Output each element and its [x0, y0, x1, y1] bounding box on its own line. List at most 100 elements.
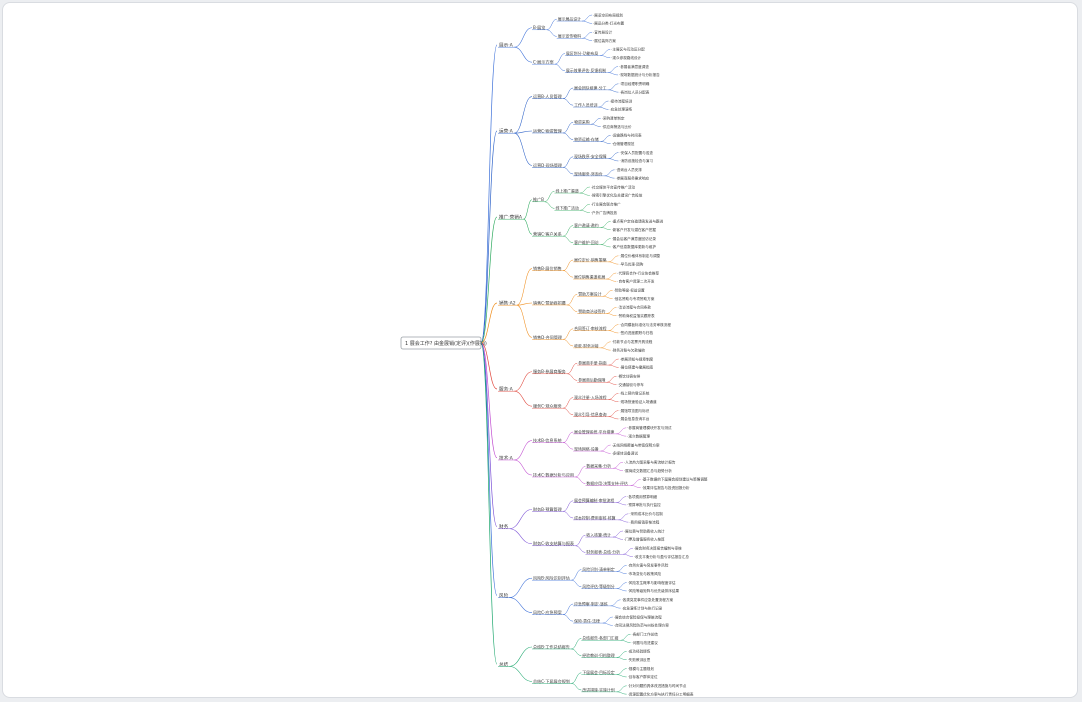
- leaf-label[interactable]: ·展会综合保险投保与理赔流程: [614, 614, 662, 619]
- subtopic-label[interactable]: 数据采集·分析: [586, 464, 611, 469]
- root-node[interactable]: 1 展会工作? 由金展销(定评)(作展销): [400, 336, 487, 350]
- subtopic-label[interactable]: 客户维护·回访: [574, 240, 599, 245]
- leaf-label[interactable]: ·合同模板标准化与法务审核流程: [619, 322, 671, 327]
- subtopic-label[interactable]: 展会管理系统·平台搭建: [574, 429, 614, 434]
- topic-label[interactable]: 服务C·观众服务: [533, 403, 562, 409]
- subtopic-label[interactable]: 展位销售渠道拓展: [574, 275, 605, 280]
- subtopic-label[interactable]: 赞助商洽谈签约: [578, 309, 605, 314]
- leaf-label[interactable]: ·线上预约登记系统: [619, 391, 649, 396]
- subtopic-label[interactable]: 保险·责任·法律: [574, 619, 600, 624]
- topic-label[interactable]: 推广B: [533, 196, 544, 202]
- leaf-label[interactable]: ·展位价格体系制定与调整: [619, 253, 660, 258]
- leaf-label[interactable]: ·重点客户定向邀请函发送与跟进: [612, 219, 664, 224]
- subtopic-label[interactable]: 数据应用·决策支持·评估: [586, 481, 627, 486]
- subtopic-label[interactable]: 财务报表·总结·分析: [586, 550, 620, 555]
- leaf-label[interactable]: ·自有客户资源二次开发: [617, 279, 654, 284]
- branch-7-label[interactable]: 财务: [499, 523, 509, 530]
- leaf-label[interactable]: ·参展须知与规章制度: [620, 356, 654, 361]
- leaf-label[interactable]: ·问题与改进建议: [632, 640, 659, 645]
- leaf-label[interactable]: ·项目经理职责明确: [619, 81, 649, 86]
- leaf-label[interactable]: ·规模与主题规划: [628, 666, 655, 671]
- leaf-label[interactable]: ·仓储管理规范: [612, 141, 635, 146]
- leaf-label[interactable]: ·应急演练计划与执行记录: [622, 605, 663, 610]
- subtopic-label[interactable]: 展会团队组建·分工: [574, 85, 606, 90]
- topic-label[interactable]: 技术B·信息系统: [533, 437, 562, 443]
- subtopic-label[interactable]: 经验教训·归档整理: [582, 653, 614, 658]
- leaf-label[interactable]: ·风险发生概率与影响程度评估: [628, 580, 676, 585]
- branch-9-label[interactable]: 总结: [499, 661, 509, 668]
- subtopic-label[interactable]: 展位定价·销售策略: [574, 257, 606, 262]
- branch-4-label[interactable]: 销售·A2: [499, 300, 516, 307]
- topic-label[interactable]: 销售B·展位销售: [533, 265, 562, 271]
- leaf-label[interactable]: ·签约进度跟踪与归档: [619, 330, 653, 335]
- subtopic-label[interactable]: 物资采购: [574, 120, 590, 125]
- subtopic-label[interactable]: 现场网络·设备: [574, 447, 599, 452]
- leaf-label[interactable]: ·搜索引擎优化及关键词广告投放: [591, 193, 643, 198]
- leaf-label[interactable]: ·采购成本比价与控制: [629, 511, 663, 516]
- topic-label[interactable]: 销售D·合同管理: [533, 334, 562, 340]
- leaf-label[interactable]: ·安保人员配置与巡查: [619, 150, 653, 155]
- leaf-label[interactable]: ·代理商合作·行业协会推荐: [617, 270, 659, 275]
- leaf-label[interactable]: ·展会后客户满意度回访记录: [612, 236, 657, 241]
- branch-8-label[interactable]: 风险: [499, 592, 509, 599]
- leaf-label[interactable]: ·成功经验提炼: [628, 649, 651, 654]
- leaf-label[interactable]: ·各部门工作总结: [632, 631, 659, 636]
- leaf-label[interactable]: ·费用报销审核流程: [629, 519, 659, 524]
- subtopic-label[interactable]: 风险识别·清单制定: [582, 567, 614, 572]
- subtopic-label[interactable]: 赞助方案设计: [578, 292, 601, 297]
- topic-label[interactable]: 营销C·客户关系: [533, 231, 562, 237]
- subtopic-label[interactable]: 成本控制·费用审核·核算: [574, 515, 615, 520]
- leaf-label[interactable]: ·参展商管理模块开发与测试: [627, 425, 672, 430]
- subtopic-label[interactable]: 展示宣传物料: [558, 34, 581, 39]
- subtopic-label[interactable]: 参展商后勤保障: [578, 378, 605, 383]
- leaf-label[interactable]: ·赞助等级·权益设置: [614, 287, 645, 292]
- leaf-label[interactable]: ·行业展会联合推广: [591, 201, 621, 206]
- leaf-label[interactable]: ·门票及增值服务收入核算: [624, 537, 665, 542]
- subtopic-label[interactable]: 展会预算编制·审批流程: [574, 498, 614, 503]
- subtopic-label[interactable]: 观众引导·信息查询: [574, 412, 606, 417]
- branch-5-label[interactable]: 服务·A: [499, 386, 514, 393]
- subtopic-label[interactable]: 风险评估·等级划分: [582, 584, 614, 589]
- leaf-label[interactable]: ·收支平衡分析与盈亏评估报告汇总: [634, 554, 689, 559]
- topic-label[interactable]: 运营C·物资管理: [533, 127, 562, 133]
- subtopic-label[interactable]: 观众注册·入场流程: [574, 395, 606, 400]
- subtopic-label[interactable]: 现场秩序·安全保障: [574, 154, 606, 159]
- leaf-label[interactable]: ·消防设施检查与演习: [619, 158, 653, 163]
- subtopic-label[interactable]: 线上推广渠道: [555, 189, 578, 194]
- topic-label[interactable]: 风险C·应急预案: [533, 609, 562, 615]
- leaf-label[interactable]: ·早鸟优惠·团购: [619, 261, 643, 266]
- subtopic-label[interactable]: 客户邀请·邀约: [574, 223, 599, 228]
- topic-label[interactable]: 总结B·工作总结报告: [533, 643, 570, 649]
- topic-label[interactable]: 总结C·下届展会规划: [533, 678, 570, 684]
- subtopic-label[interactable]: 线下推广活动: [555, 206, 578, 211]
- leaf-label[interactable]: ·赞助商权益落实跟踪表: [618, 313, 655, 318]
- subtopic-label[interactable]: 参展商手册·指南: [578, 361, 607, 366]
- leaf-label[interactable]: ·参展者满意度调查: [619, 64, 649, 69]
- leaf-label[interactable]: ·交通接驳与停车: [618, 382, 645, 387]
- subtopic-label[interactable]: 总结报告·各部门汇报: [582, 636, 618, 641]
- leaf-label[interactable]: ·针对问题的具体改进措施与时间节点: [628, 683, 687, 688]
- topic-label[interactable]: 运营D·现场管理: [533, 162, 562, 168]
- subtopic-label[interactable]: 物资运输·存储: [574, 137, 599, 142]
- leaf-label[interactable]: ·财务对账与欠款催收: [612, 347, 646, 352]
- leaf-label[interactable]: ·展会财务决算报告编制与审核: [634, 545, 682, 550]
- leaf-label[interactable]: ·自然灾害与突发事件风险: [628, 563, 669, 568]
- branch-1-label[interactable]: 展示·A: [499, 43, 514, 49]
- leaf-label[interactable]: ·宣传册设计: [593, 29, 613, 34]
- leaf-label[interactable]: ·采购清单制定: [602, 115, 625, 120]
- subtopic-label[interactable]: 收入核算·统计: [586, 533, 611, 538]
- leaf-label[interactable]: ·市场变化与政策风险: [628, 571, 662, 576]
- leaf-label[interactable]: ·新客户开发与潜在客户挖掘: [612, 227, 657, 232]
- leaf-label[interactable]: ·展品分类·灯光布置: [593, 21, 624, 26]
- leaf-label[interactable]: ·各类突发事件应急处置流程方案: [622, 597, 674, 602]
- subtopic-label[interactable]: 合同签订·审核流程: [574, 326, 606, 331]
- leaf-label[interactable]: ·多媒体设备调试: [612, 451, 639, 456]
- topic-label[interactable]: C·展示方案: [533, 59, 554, 65]
- subtopic-label[interactable]: 应急预案·制定·演练: [574, 601, 608, 606]
- leaf-label[interactable]: ·效果评估报告与投资回报分析: [642, 485, 690, 490]
- leaf-label[interactable]: ·现场数据统计与分析报告: [619, 72, 660, 77]
- topic-label[interactable]: 财务C·收支结算与报表: [533, 540, 574, 546]
- leaf-label[interactable]: ·目标客户群体定位: [628, 674, 658, 679]
- leaf-label[interactable]: ·观众参观路线设计: [611, 55, 641, 60]
- topic-label[interactable]: 服务B·参展商服务: [533, 368, 566, 374]
